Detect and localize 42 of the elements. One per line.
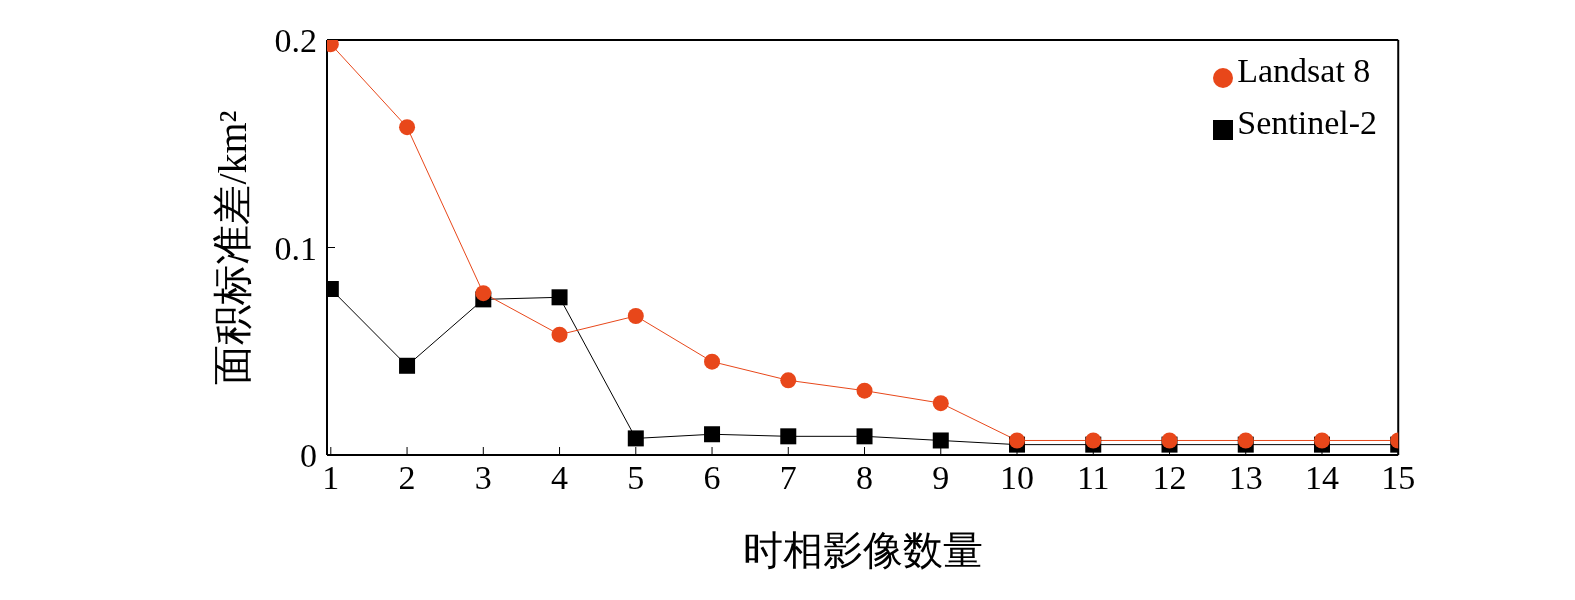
x-tick-label: 15 [1381, 459, 1416, 497]
legend-label: Landsat 8 [1237, 52, 1371, 89]
point [1085, 432, 1102, 449]
point [627, 430, 644, 447]
x-tick-label: 14 [1304, 459, 1339, 497]
x-tick-label: 8 [856, 459, 874, 497]
x-tick-label: 3 [474, 459, 492, 497]
point [551, 326, 568, 343]
point [1237, 432, 1254, 449]
x-tick-label: 13 [1228, 459, 1263, 497]
point [627, 307, 644, 324]
x-tick-label: 4 [551, 459, 569, 497]
point [780, 428, 797, 445]
y-tick-label: 0.1 [274, 229, 317, 267]
x-tick-label: 11 [1076, 459, 1110, 497]
y-tick-label: 0.2 [274, 22, 317, 60]
point [475, 285, 492, 302]
point [932, 395, 949, 412]
x-tick-label: 2 [398, 459, 416, 497]
y-axis-title: 面积标准差/km² [210, 110, 256, 385]
legend-label: Sentinel-2 [1237, 104, 1377, 141]
y-tick-label: 0 [300, 437, 317, 475]
point [704, 353, 721, 370]
x-tick-label: 10 [1000, 459, 1035, 497]
point [1161, 432, 1178, 449]
x-axis-title: 时相影像数量 [742, 528, 983, 573]
point [704, 426, 721, 443]
x-tick-label: 12 [1152, 459, 1187, 497]
point [856, 428, 873, 445]
x-tick-label: 1 [322, 459, 340, 497]
point [932, 432, 949, 449]
point [551, 289, 568, 306]
point [856, 382, 873, 399]
point [399, 357, 416, 374]
x-tick-label: 7 [779, 459, 797, 497]
point [780, 372, 797, 389]
point [399, 119, 416, 136]
x-tick-label: 9 [932, 459, 950, 497]
x-tick-label: 5 [627, 459, 645, 497]
x-tick-label: 6 [703, 459, 721, 497]
point [1313, 432, 1330, 449]
point [1009, 432, 1026, 449]
